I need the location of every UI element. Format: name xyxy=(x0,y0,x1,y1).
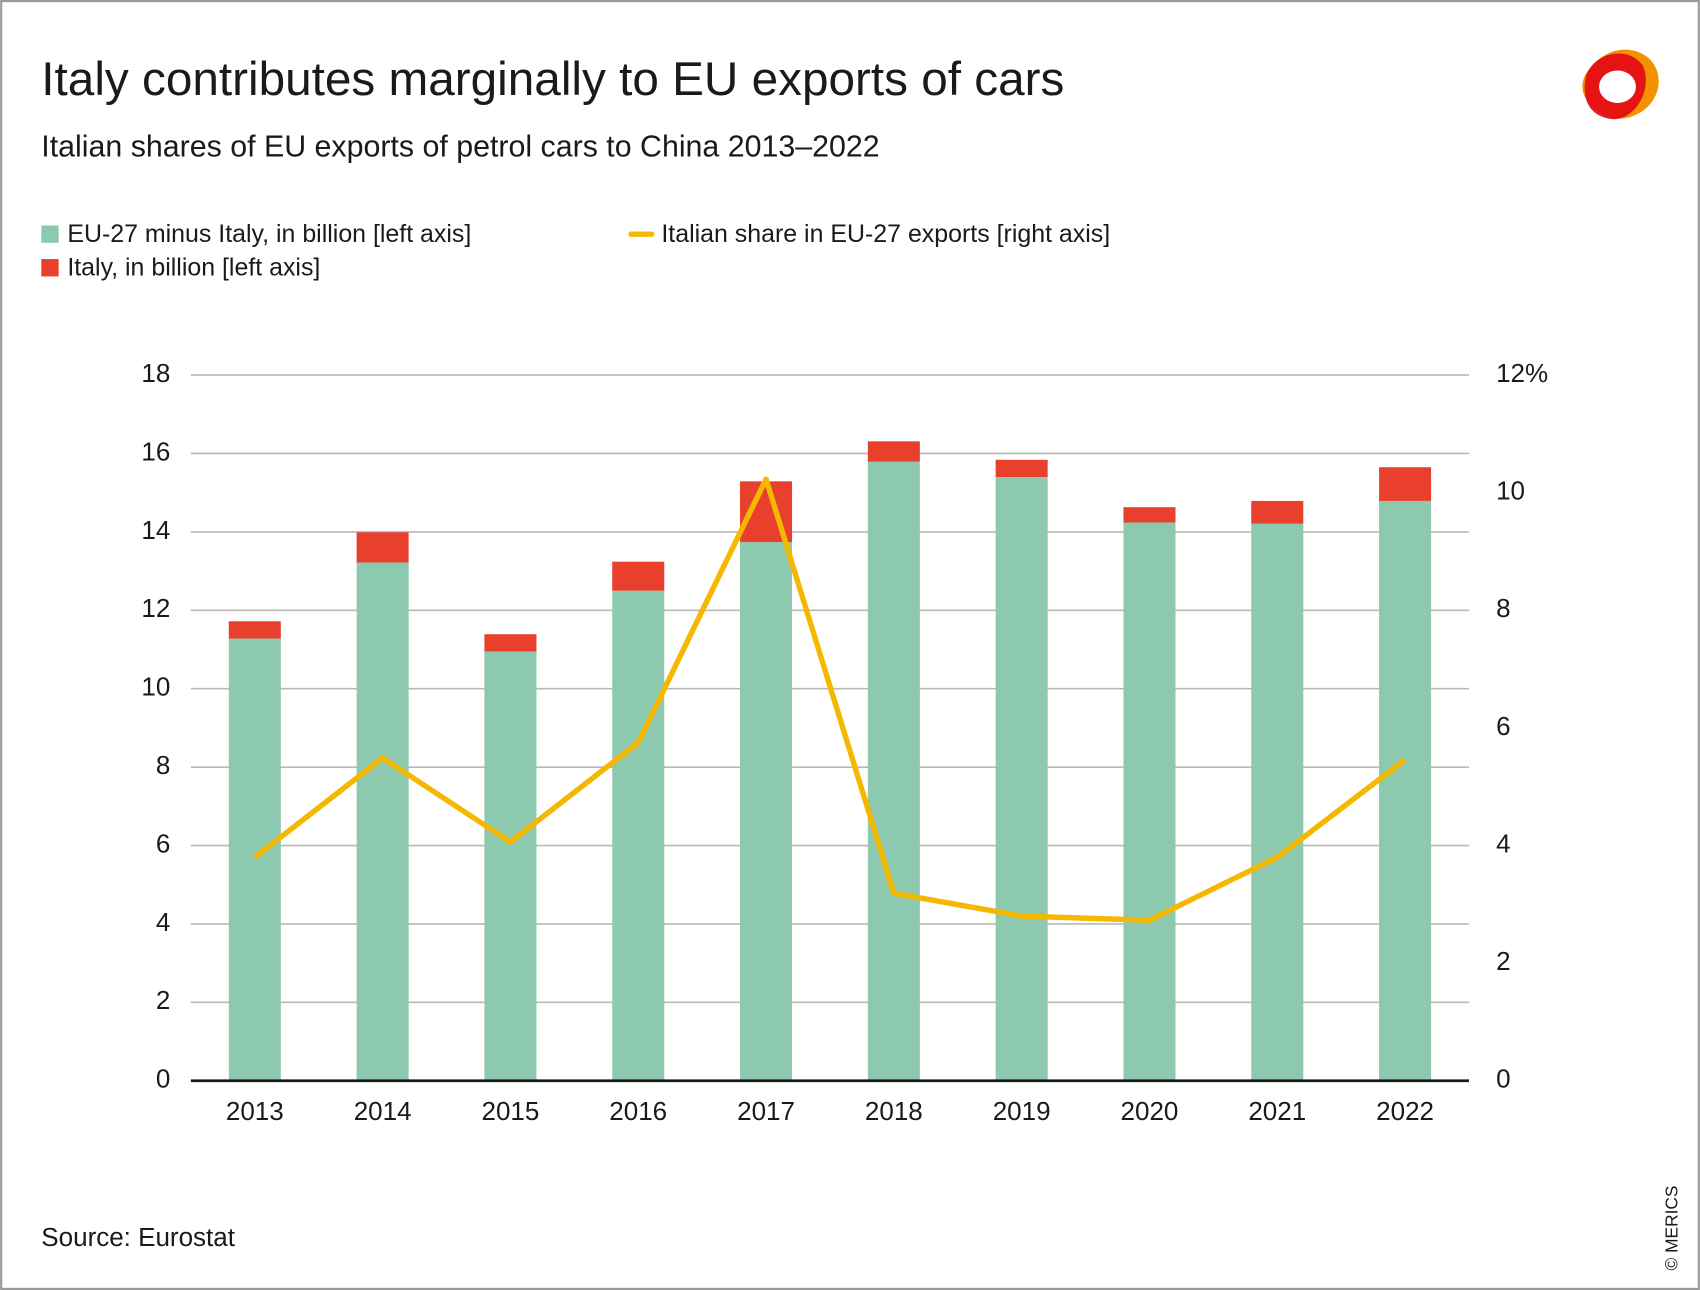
legend-label: EU-27 minus Italy, in billion [left axis… xyxy=(67,220,471,248)
y-tick-label: 6 xyxy=(156,828,170,858)
y2-tick-label: 0 xyxy=(1496,1064,1510,1094)
x-tick-label: 2014 xyxy=(354,1096,412,1126)
bar xyxy=(995,459,1048,478)
bar xyxy=(356,532,409,563)
bar xyxy=(1251,500,1304,524)
legend-swatch xyxy=(41,225,59,243)
logo-hole xyxy=(1599,70,1636,103)
logo xyxy=(1582,49,1659,120)
y-tick-label: 18 xyxy=(141,358,170,388)
legend-label: Italian share in EU-27 exports [right ax… xyxy=(661,220,1110,248)
bar xyxy=(1123,522,1176,1081)
bar xyxy=(740,542,793,1081)
source: Source: Eurostat xyxy=(41,1222,235,1252)
y2-tick-label: 2 xyxy=(1496,946,1510,976)
bar xyxy=(1379,467,1432,501)
y-tick-label: 10 xyxy=(141,672,170,702)
y-tick-label: 2 xyxy=(156,985,170,1015)
bar xyxy=(228,621,281,639)
chart-subtitle: Italian shares of EU exports of petrol c… xyxy=(41,131,879,164)
y-tick-label: 12 xyxy=(141,593,170,623)
chart-title: Italy contributes marginally to EU expor… xyxy=(41,53,1064,106)
legend-swatch xyxy=(41,259,59,277)
x-tick-label: 2022 xyxy=(1376,1096,1434,1126)
bar xyxy=(867,461,920,1081)
x-tick-label: 2021 xyxy=(1248,1096,1306,1126)
y-tick-label: 8 xyxy=(156,750,170,780)
y-tick-label: 4 xyxy=(156,907,170,937)
x-tick-label: 2015 xyxy=(482,1096,540,1126)
x-tick-label: 2016 xyxy=(609,1096,667,1126)
bar xyxy=(995,477,1048,1081)
y2-tick-label: 6 xyxy=(1496,711,1510,741)
y-tick-label: 14 xyxy=(141,515,170,545)
x-tick-label: 2018 xyxy=(865,1096,923,1126)
line xyxy=(253,476,1407,923)
y2-tick-label: 10 xyxy=(1496,476,1525,506)
legend-label: Italy, in billion [left axis] xyxy=(67,253,320,281)
bar xyxy=(1123,507,1176,523)
x-tick-label: 2017 xyxy=(737,1096,795,1126)
bar xyxy=(484,634,537,652)
bar xyxy=(1379,500,1432,1081)
y2-tick-label: 12% xyxy=(1496,358,1548,388)
bar xyxy=(356,562,409,1081)
bar xyxy=(1251,523,1304,1081)
bar xyxy=(867,441,920,462)
bar xyxy=(484,651,537,1081)
x-tick-label: 2013 xyxy=(226,1096,284,1126)
x-tick-label: 2019 xyxy=(993,1096,1051,1126)
copyright: © MERICS xyxy=(1661,1186,1681,1271)
bar xyxy=(612,561,665,591)
y-tick-label: 0 xyxy=(156,1064,170,1094)
y2-tick-label: 4 xyxy=(1496,828,1510,858)
bar xyxy=(612,590,665,1081)
y-tick-label: 16 xyxy=(141,436,170,466)
y2-tick-label: 8 xyxy=(1496,593,1510,623)
x-tick-label: 2020 xyxy=(1121,1096,1179,1126)
bar xyxy=(228,638,281,1081)
